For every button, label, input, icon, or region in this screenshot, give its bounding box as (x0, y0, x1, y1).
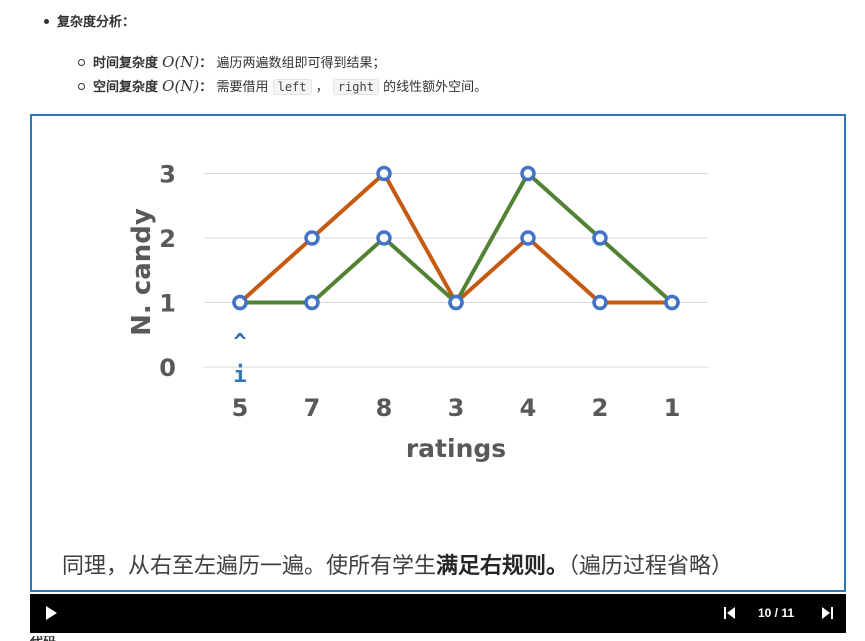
complexity-heading: 复杂度分析： (44, 11, 135, 30)
next-section-heading: 代码 (30, 636, 56, 641)
bullet-circle (78, 83, 85, 90)
time-complexity-sep: ： (199, 56, 213, 71)
complexity-heading-text: 复杂度分析： (57, 15, 136, 30)
data-point (376, 230, 392, 246)
space-complexity-label: 空间复杂度 (93, 80, 159, 95)
slide-frame: 0 1 2 3 N. candy 5 7 8 3 4 2 1 ratings ^ i 同理，从右至左遍历一遍… (30, 114, 846, 592)
data-point (304, 294, 320, 311)
slide-counter: 10 / 11 (758, 606, 795, 620)
data-point (592, 294, 608, 311)
time-complexity-math: O(N) (162, 53, 200, 71)
slide-caption: 同理，从右至左遍历一遍。使所有学生满足右规则。（遍历过程省略） (62, 548, 733, 580)
caption-bold: 满足右规则。 (436, 554, 569, 579)
space-complexity-math: O(N) (162, 77, 200, 95)
next-slide-icon[interactable] (822, 607, 834, 621)
code-right: right (332, 79, 379, 95)
caption-normal: 同理，从右至左遍历一遍。使所有学生 (62, 554, 437, 579)
time-complexity-label: 时间复杂度 (93, 56, 159, 71)
y-tick-label: 0 (159, 354, 176, 382)
space-complexity-comma: ， (315, 80, 329, 95)
data-point (232, 294, 248, 311)
time-complexity-item: 时间复杂度 O(N)： 遍历两遍数组即可得到结果； (78, 52, 385, 71)
caption-tail: （遍历过程省略） (568, 554, 734, 579)
space-complexity-item: 空间复杂度 O(N)： 需要借用 left ， right 的线性额外空间。 (78, 76, 487, 95)
pointer-index-label: i (233, 363, 246, 388)
x-axis-label: ratings (406, 434, 506, 463)
data-point (520, 165, 536, 182)
data-point (376, 165, 392, 182)
data-point (664, 294, 680, 311)
x-tick-label: 2 (592, 394, 609, 422)
data-point (520, 230, 536, 246)
bullet-circle (78, 59, 85, 66)
data-point (592, 230, 608, 246)
x-tick-label: 5 (232, 394, 249, 422)
y-tick-label: 2 (159, 225, 176, 253)
x-tick-label: 4 (520, 394, 537, 422)
code-left: left (272, 79, 312, 95)
data-point (448, 294, 464, 311)
bullet-dot (44, 19, 49, 24)
y-tick-label: 3 (159, 161, 176, 189)
x-tick-label: 8 (376, 394, 393, 422)
time-complexity-desc: 遍历两遍数组即可得到结果； (216, 56, 386, 71)
space-complexity-sep: ： (199, 80, 213, 95)
pointer-caret: ^ (233, 330, 246, 355)
x-tick-label: 1 (664, 394, 681, 422)
space-complexity-desc-after: 的线性额外空间。 (383, 80, 488, 95)
previous-slide-icon[interactable] (724, 607, 736, 621)
slide-player-bar: 10 / 11 (30, 594, 846, 633)
data-point (304, 230, 320, 246)
y-axis-label: N. candy (127, 208, 157, 336)
space-complexity-desc-before: 需要借用 (216, 80, 269, 95)
x-tick-label: 7 (304, 394, 321, 422)
x-tick-label: 3 (448, 394, 465, 422)
play-icon[interactable] (46, 606, 57, 620)
y-tick-label: 1 (159, 290, 176, 318)
